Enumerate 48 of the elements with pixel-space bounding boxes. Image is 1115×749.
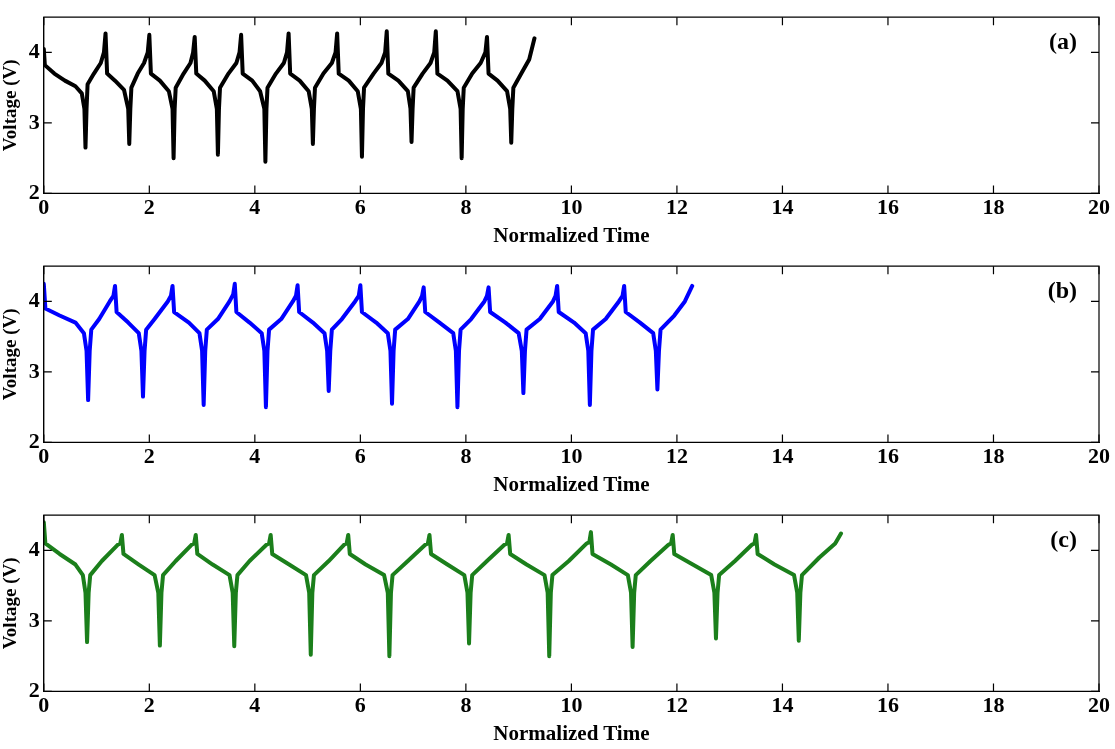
x-tick-label: 8	[460, 194, 472, 220]
x-tick-label: 16	[876, 194, 899, 220]
y-axis-title: Voltage (V)	[0, 59, 22, 152]
x-tick-label: 2	[143, 194, 155, 220]
x-axis-title: Normalized Time	[493, 222, 650, 247]
x-tick-label: 12	[665, 194, 688, 220]
x-tick-label: 18	[982, 194, 1005, 220]
x-tick-label: 2	[143, 443, 155, 469]
x-tick-label: 8	[460, 443, 472, 469]
x-tick-label: 10	[560, 443, 583, 469]
x-tick-label: 14	[771, 194, 794, 220]
x-tick-label: 16	[876, 692, 899, 718]
y-tick-label: 4	[28, 38, 40, 64]
x-tick-label: 14	[771, 692, 794, 718]
annotation: (c)	[1050, 526, 1077, 553]
x-tick-label: 20	[1088, 443, 1110, 469]
x-tick-label: 0	[38, 194, 50, 220]
x-axis-title: Normalized Time	[493, 471, 650, 496]
x-tick-label: 16	[876, 443, 899, 469]
x-tick-label: 4	[249, 443, 261, 469]
x-tick-label: 0	[38, 443, 50, 469]
x-tick-label: 2	[143, 692, 155, 718]
y-tick-label: 3	[28, 357, 40, 383]
y-tick-label: 4	[28, 287, 40, 313]
x-tick-label: 18	[982, 692, 1005, 718]
x-tick-label: 12	[665, 443, 688, 469]
y-tick-label: 4	[28, 536, 40, 562]
y-axis-title: Voltage (V)	[0, 308, 22, 401]
x-tick-label: 10	[560, 194, 583, 220]
x-tick-label: 0	[38, 692, 50, 718]
x-tick-label: 4	[249, 692, 261, 718]
x-tick-label: 6	[354, 194, 366, 220]
x-tick-label: 18	[982, 443, 1005, 469]
x-tick-label: 6	[354, 443, 366, 469]
x-tick-label: 20	[1088, 692, 1110, 718]
x-tick-label: 6	[354, 692, 366, 718]
x-tick-label: 4	[249, 194, 261, 220]
x-tick-label: 8	[460, 692, 472, 718]
x-axis-title: Normalized Time	[493, 720, 650, 745]
x-tick-label: 12	[665, 692, 688, 718]
annotation: (a)	[1049, 28, 1077, 55]
x-tick-label: 10	[560, 692, 583, 718]
x-tick-label: 20	[1088, 194, 1110, 220]
x-tick-label: 14	[771, 443, 794, 469]
y-axis-title: Voltage (V)	[0, 557, 22, 650]
annotation: (b)	[1047, 277, 1077, 304]
y-tick-label: 3	[28, 606, 40, 632]
y-tick-label: 3	[28, 108, 40, 134]
